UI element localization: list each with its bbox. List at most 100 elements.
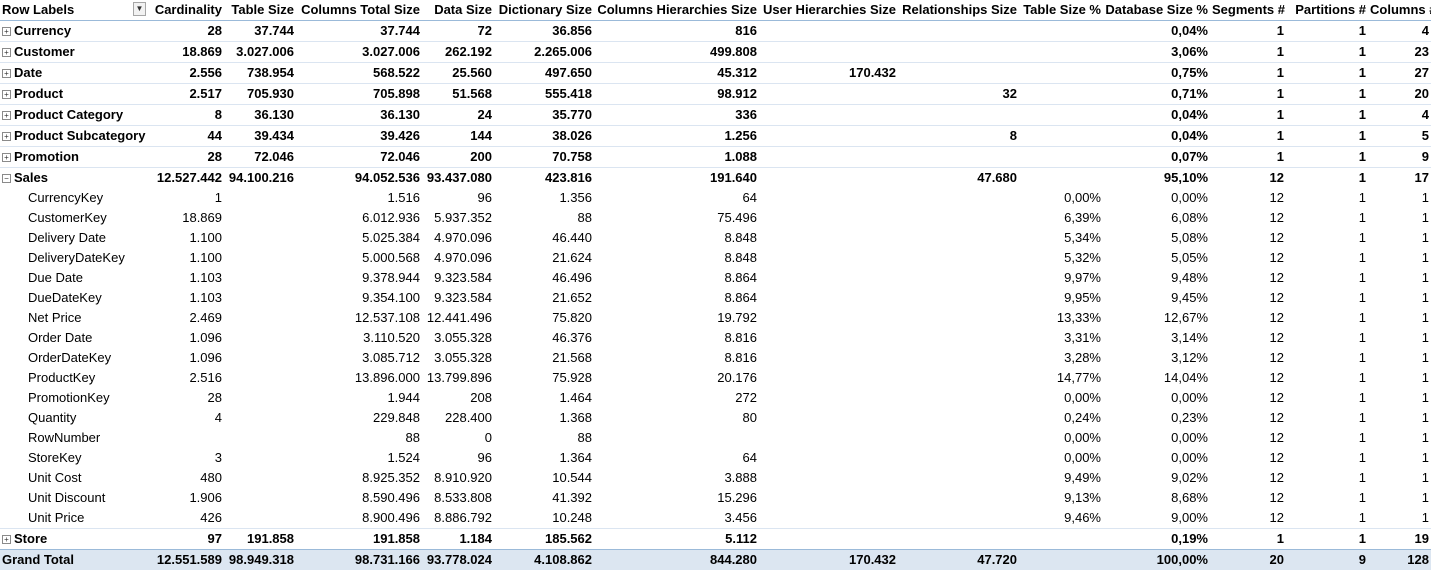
value-cell[interactable]: 0,04% [1103, 126, 1210, 147]
value-cell[interactable]: 0,00% [1019, 428, 1103, 448]
value-cell[interactable]: 1 [1286, 428, 1368, 448]
value-cell[interactable]: 46.496 [494, 268, 594, 288]
value-cell[interactable]: 3.055.328 [422, 328, 494, 348]
value-cell[interactable]: 1 [1286, 147, 1368, 168]
value-cell[interactable]: 2.556 [148, 63, 224, 84]
value-cell[interactable]: 28 [148, 147, 224, 168]
value-cell[interactable]: 3,14% [1103, 328, 1210, 348]
value-cell[interactable]: 1 [1368, 448, 1431, 468]
value-cell[interactable]: 0,07% [1103, 147, 1210, 168]
value-cell[interactable]: 98.949.318 [224, 550, 296, 570]
value-cell[interactable]: 1 [1210, 42, 1286, 63]
header-relationships-size[interactable]: Relationships Size [898, 0, 1019, 21]
value-cell[interactable]: 100,00% [1103, 550, 1210, 570]
header-columns-hierarchies-size[interactable]: Columns Hierarchies Size [594, 0, 759, 21]
value-cell[interactable]: 37.744 [296, 21, 422, 42]
value-cell[interactable] [759, 288, 898, 308]
value-cell[interactable]: 262.192 [422, 42, 494, 63]
value-cell[interactable]: 5 [1368, 126, 1431, 147]
header-table-size[interactable]: Table Size [224, 0, 296, 21]
value-cell[interactable]: 8.848 [594, 248, 759, 268]
value-cell[interactable] [224, 428, 296, 448]
value-cell[interactable]: 8.886.792 [422, 508, 494, 529]
value-cell[interactable]: 9,00% [1103, 508, 1210, 529]
row-label-cell[interactable]: Grand Total [0, 550, 148, 570]
value-cell[interactable]: 8.590.496 [296, 488, 422, 508]
value-cell[interactable]: 17 [1368, 168, 1431, 189]
value-cell[interactable]: 6,08% [1103, 208, 1210, 228]
row-label-cell[interactable]: +Product [0, 84, 148, 105]
value-cell[interactable]: 9,45% [1103, 288, 1210, 308]
value-cell[interactable] [594, 428, 759, 448]
value-cell[interactable]: 8.864 [594, 288, 759, 308]
value-cell[interactable] [224, 268, 296, 288]
value-cell[interactable]: 0,24% [1019, 408, 1103, 428]
value-cell[interactable]: 1.464 [494, 388, 594, 408]
value-cell[interactable]: 95,10% [1103, 168, 1210, 189]
value-cell[interactable] [224, 468, 296, 488]
value-cell[interactable]: 8.816 [594, 328, 759, 348]
value-cell[interactable]: 1 [1286, 488, 1368, 508]
header-data-size[interactable]: Data Size [422, 0, 494, 21]
value-cell[interactable]: 18.869 [148, 42, 224, 63]
value-cell[interactable] [898, 529, 1019, 550]
value-cell[interactable]: 5.112 [594, 529, 759, 550]
value-cell[interactable]: 12 [1210, 168, 1286, 189]
expand-icon[interactable]: + [2, 111, 11, 120]
value-cell[interactable]: 336 [594, 105, 759, 126]
value-cell[interactable]: 1.256 [594, 126, 759, 147]
value-cell[interactable]: 4 [1368, 21, 1431, 42]
value-cell[interactable]: 1.906 [148, 488, 224, 508]
value-cell[interactable]: 4 [1368, 105, 1431, 126]
value-cell[interactable]: 12,67% [1103, 308, 1210, 328]
value-cell[interactable] [759, 388, 898, 408]
value-cell[interactable] [898, 42, 1019, 63]
row-label-cell[interactable]: +Currency [0, 21, 148, 42]
value-cell[interactable]: 191.858 [296, 529, 422, 550]
value-cell[interactable]: 1 [1286, 42, 1368, 63]
value-cell[interactable]: 0,75% [1103, 63, 1210, 84]
value-cell[interactable]: 8,68% [1103, 488, 1210, 508]
value-cell[interactable]: 0,00% [1103, 448, 1210, 468]
value-cell[interactable] [148, 428, 224, 448]
value-cell[interactable]: 1 [1286, 348, 1368, 368]
value-cell[interactable] [224, 328, 296, 348]
value-cell[interactable]: 5.025.384 [296, 228, 422, 248]
row-label-cell[interactable]: OrderDateKey [0, 348, 148, 368]
value-cell[interactable] [224, 308, 296, 328]
value-cell[interactable] [898, 508, 1019, 529]
row-label-cell[interactable]: Due Date [0, 268, 148, 288]
value-cell[interactable] [224, 488, 296, 508]
value-cell[interactable]: 128 [1368, 550, 1431, 570]
row-label-cell[interactable]: Unit Discount [0, 488, 148, 508]
value-cell[interactable]: 39.434 [224, 126, 296, 147]
value-cell[interactable]: 8.910.920 [422, 468, 494, 488]
value-cell[interactable]: 9.323.584 [422, 288, 494, 308]
value-cell[interactable]: 0,71% [1103, 84, 1210, 105]
value-cell[interactable]: 12 [1210, 428, 1286, 448]
value-cell[interactable]: 1 [1286, 208, 1368, 228]
row-label-cell[interactable]: Quantity [0, 408, 148, 428]
value-cell[interactable]: 1.100 [148, 228, 224, 248]
value-cell[interactable]: 9 [1286, 550, 1368, 570]
value-cell[interactable]: 44 [148, 126, 224, 147]
value-cell[interactable]: 12 [1210, 408, 1286, 428]
value-cell[interactable]: 3,12% [1103, 348, 1210, 368]
value-cell[interactable]: 9,48% [1103, 268, 1210, 288]
value-cell[interactable]: 144 [422, 126, 494, 147]
value-cell[interactable]: 9,97% [1019, 268, 1103, 288]
value-cell[interactable] [759, 308, 898, 328]
value-cell[interactable]: 5,32% [1019, 248, 1103, 268]
value-cell[interactable]: 0,04% [1103, 21, 1210, 42]
value-cell[interactable]: 96 [422, 188, 494, 208]
value-cell[interactable]: 13.799.896 [422, 368, 494, 388]
value-cell[interactable]: 20 [1210, 550, 1286, 570]
value-cell[interactable] [224, 208, 296, 228]
value-cell[interactable]: 1 [1368, 208, 1431, 228]
value-cell[interactable] [898, 288, 1019, 308]
value-cell[interactable] [759, 42, 898, 63]
value-cell[interactable]: 185.562 [494, 529, 594, 550]
value-cell[interactable] [1019, 84, 1103, 105]
value-cell[interactable]: 41.392 [494, 488, 594, 508]
value-cell[interactable]: 46.376 [494, 328, 594, 348]
